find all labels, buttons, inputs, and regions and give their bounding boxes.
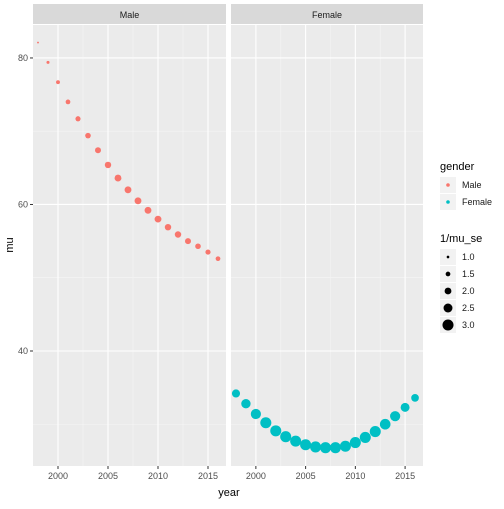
legend-size-swatch [444,287,452,295]
data-point [260,417,272,429]
data-point [195,243,201,250]
data-point [124,186,132,194]
legend: gender 1/mu_se Male Female 1.0 1.5 2.0 2.5 3.0 [440,161,492,333]
legend-size-swatch [443,303,453,313]
data-point [390,411,401,422]
data-point [65,99,71,105]
x-tick-label: 2005 [98,471,118,481]
data-point [134,197,142,205]
x-tick-label: 2000 [246,471,266,481]
data-point [250,408,261,420]
x-tick-label: 2015 [395,471,415,481]
data-point [215,256,221,262]
data-point [339,440,351,452]
y-tick-label: 80 [18,53,28,63]
data-point [154,215,162,223]
data-point [319,442,332,454]
y-tick-label: 60 [18,199,28,209]
x-tick-label: 2010 [345,471,365,481]
data-point [270,425,282,437]
legend-color-swatch [446,200,450,204]
data-point [104,161,112,169]
data-point [369,426,381,438]
data-point [164,223,172,231]
data-point [46,60,50,64]
x-tick-label: 2000 [48,471,68,481]
legend-size-label: 3.0 [462,320,475,330]
data-point [85,132,91,139]
legend-size-swatch [446,255,450,259]
legend-size-label: 2.0 [462,286,475,296]
data-point [185,238,191,245]
data-point [359,431,371,443]
y-tick-label: 40 [18,346,28,356]
data-point [144,206,152,214]
x-axis-label: year [218,487,240,499]
data-point [310,441,322,453]
legend-size-swatch [445,271,451,277]
data-point [400,402,410,412]
legend-size-swatch [442,319,454,331]
data-point [300,439,312,451]
data-point [75,116,81,122]
legend-size-title: 1/mu_se [440,233,482,245]
y-axis-label: mu [4,237,16,252]
x-tick-label: 2010 [148,471,168,481]
data-point [280,431,292,443]
data-point [411,394,419,402]
x-tick-label: 2015 [198,471,218,481]
facet-strip [33,4,226,24]
legend-size-label: 1.0 [462,252,475,262]
panels-layer: Male 2000 2005 2010 2015 40 60 80 Female 2000 2005… [18,4,423,481]
data-point [241,399,251,409]
data-point [56,80,60,85]
panel-background [33,25,226,466]
facet-strip-label: Male [120,10,140,20]
panel-female: Female 2000 2005 2010 2015 [231,4,423,481]
data-point [95,147,101,154]
data-point [114,174,122,182]
legend-color-swatch [446,183,450,187]
legend-color-label: Female [462,197,492,207]
panel-background [231,25,423,466]
data-point [329,442,341,454]
legend-size-label: 2.5 [462,303,475,313]
data-point [290,435,302,447]
legend-color-title: gender [440,161,475,173]
data-point [174,231,182,238]
panel-male: Male 2000 2005 2010 2015 40 60 80 [18,4,226,481]
legend-color-label: Male [462,180,482,190]
data-point [37,41,39,44]
x-tick-label: 2005 [296,471,316,481]
data-point [349,437,361,449]
data-point [205,249,211,255]
data-point [379,418,391,430]
data-point [231,389,241,398]
facet-strip [231,4,423,24]
facet-strip-label: Female [312,10,342,20]
legend-size-label: 1.5 [462,269,475,279]
